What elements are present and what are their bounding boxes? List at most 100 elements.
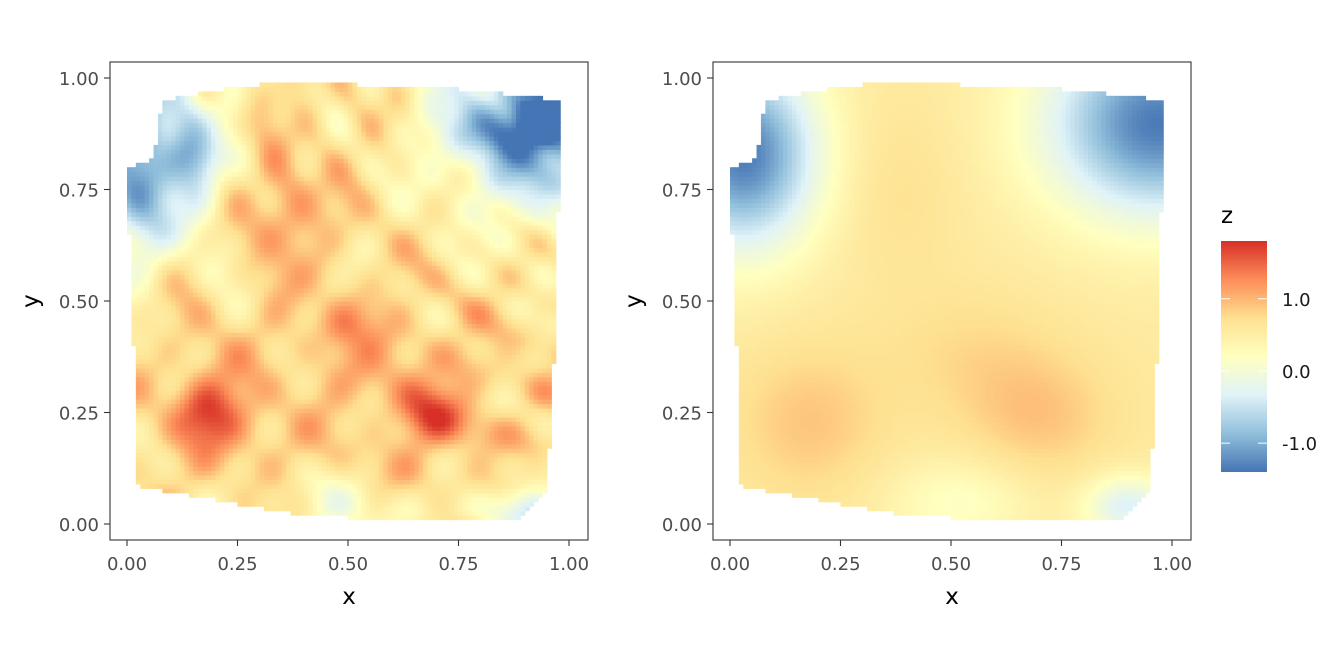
heatmap-cell: [282, 292, 287, 297]
heatmap-cell: [207, 185, 212, 190]
heatmap-cell: [317, 350, 322, 355]
heatmap-cell: [357, 479, 362, 484]
heatmap-cell: [233, 100, 238, 105]
heatmap-cell: [260, 100, 265, 105]
heatmap-cell: [344, 297, 349, 302]
heatmap-cell: [246, 176, 251, 181]
heatmap-cell: [313, 265, 318, 270]
heatmap-cell: [357, 332, 362, 337]
heatmap-cell: [233, 140, 238, 145]
heatmap-cell: [176, 100, 181, 105]
heatmap-cell: [171, 453, 176, 458]
heatmap-cell: [308, 462, 313, 467]
heatmap-cell: [299, 301, 304, 306]
heatmap-cell: [246, 377, 251, 382]
heatmap-cell: [211, 118, 216, 123]
heatmap-cell: [127, 212, 132, 217]
heatmap-cell: [215, 234, 220, 239]
heatmap-cell: [229, 100, 234, 105]
heatmap-cell: [131, 172, 136, 177]
heatmap-cell: [233, 390, 238, 395]
heatmap-cell: [308, 363, 313, 368]
heatmap-cell: [348, 462, 353, 467]
heatmap-cell: [154, 444, 159, 449]
heatmap-cell: [202, 417, 207, 422]
heatmap-cell: [304, 493, 309, 498]
heatmap-cell: [198, 114, 203, 119]
heatmap-cell: [167, 136, 172, 141]
heatmap-cell: [189, 279, 194, 284]
heatmap-cell: [220, 399, 225, 404]
heatmap-cell: [140, 328, 145, 333]
heatmap-cell: [308, 109, 313, 114]
heatmap-cell: [313, 444, 318, 449]
heatmap-cell: [264, 203, 269, 208]
heatmap-cell: [140, 475, 145, 480]
heatmap-cell: [313, 462, 318, 467]
heatmap-cell: [352, 167, 357, 172]
heatmap-cell: [215, 158, 220, 163]
heatmap-cell: [251, 426, 256, 431]
heatmap-cell: [220, 439, 225, 444]
heatmap-cell: [251, 145, 256, 150]
heatmap-cell: [357, 194, 362, 199]
heatmap-cell: [242, 444, 247, 449]
heatmap-cell: [211, 341, 216, 346]
heatmap-cell: [180, 185, 185, 190]
heatmap-cell: [224, 176, 229, 181]
heatmap-cell: [207, 167, 212, 172]
heatmap-cell: [154, 417, 159, 422]
heatmap-cell: [308, 426, 313, 431]
heatmap-cell: [145, 462, 150, 467]
heatmap-cell: [220, 341, 225, 346]
heatmap-cell: [286, 390, 291, 395]
heatmap-cell: [167, 413, 172, 418]
heatmap-cell: [330, 430, 335, 435]
heatmap-cell: [193, 368, 198, 373]
heatmap-cell: [171, 176, 176, 181]
heatmap-cell: [366, 488, 371, 493]
heatmap-cell: [295, 109, 300, 114]
heatmap-cell: [136, 221, 141, 226]
heatmap-cell: [295, 341, 300, 346]
heatmap-cell: [215, 91, 220, 96]
heatmap-cell: [238, 100, 243, 105]
heatmap-cell: [291, 381, 296, 386]
heatmap-cell: [286, 475, 291, 480]
heatmap-cell: [260, 114, 265, 119]
heatmap-cell: [149, 243, 154, 248]
heatmap-cell: [171, 109, 176, 114]
heatmap-cell: [242, 243, 247, 248]
heatmap-cell: [207, 221, 212, 226]
heatmap-cell: [268, 149, 273, 154]
heatmap-cell: [277, 265, 282, 270]
heatmap-cell: [215, 149, 220, 154]
heatmap-cell: [149, 247, 154, 252]
heatmap-cell: [286, 484, 291, 489]
heatmap-cell: [268, 359, 273, 364]
heatmap-cell: [140, 230, 145, 235]
heatmap-cell: [260, 181, 265, 186]
heatmap-cell: [304, 185, 309, 190]
heatmap-cell: [167, 221, 172, 226]
heatmap-cell: [176, 363, 181, 368]
heatmap-cell: [167, 332, 172, 337]
heatmap-cell: [308, 332, 313, 337]
heatmap-cell: [344, 132, 349, 137]
heatmap-cell: [171, 100, 176, 105]
heatmap-cell: [317, 190, 322, 195]
heatmap-cell: [277, 377, 282, 382]
heatmap-cell: [308, 127, 313, 132]
heatmap-cell: [131, 212, 136, 217]
heatmap-cell: [184, 136, 189, 141]
heatmap-cell: [145, 314, 150, 319]
heatmap-cell: [366, 127, 371, 132]
heatmap-cell: [260, 430, 265, 435]
heatmap-cell: [348, 100, 353, 105]
heatmap-cell: [149, 274, 154, 279]
heatmap-cell: [145, 283, 150, 288]
heatmap-cell: [176, 466, 181, 471]
heatmap-cell: [229, 105, 234, 110]
heatmap-cell: [238, 372, 243, 377]
heatmap-cell: [220, 453, 225, 458]
